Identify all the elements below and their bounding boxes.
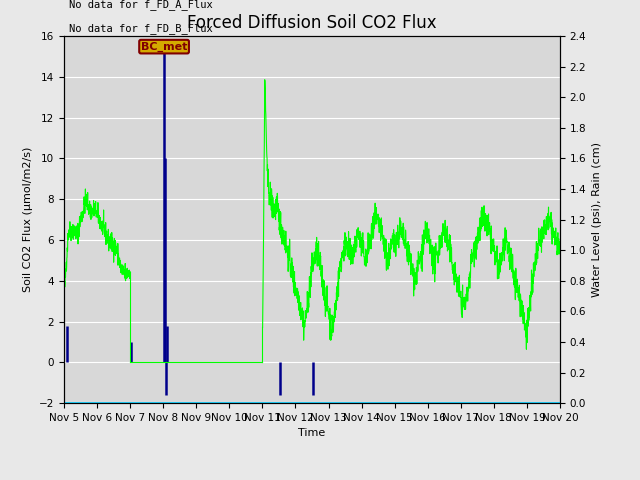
Y-axis label: Water Level (psi), Rain (cm): Water Level (psi), Rain (cm) — [592, 142, 602, 297]
Text: No data for f_FD_B_Flux: No data for f_FD_B_Flux — [69, 23, 212, 34]
Legend: FD_C_Flux, WaterLevel, Rain: FD_C_Flux, WaterLevel, Rain — [155, 478, 469, 480]
X-axis label: Time: Time — [298, 429, 326, 438]
Y-axis label: Soil CO2 Flux (μmol/m2/s): Soil CO2 Flux (μmol/m2/s) — [23, 147, 33, 292]
Text: BC_met: BC_met — [141, 41, 188, 52]
Title: Forced Diffusion Soil CO2 Flux: Forced Diffusion Soil CO2 Flux — [187, 13, 437, 32]
Text: No data for f_FD_A_Flux: No data for f_FD_A_Flux — [69, 0, 212, 10]
